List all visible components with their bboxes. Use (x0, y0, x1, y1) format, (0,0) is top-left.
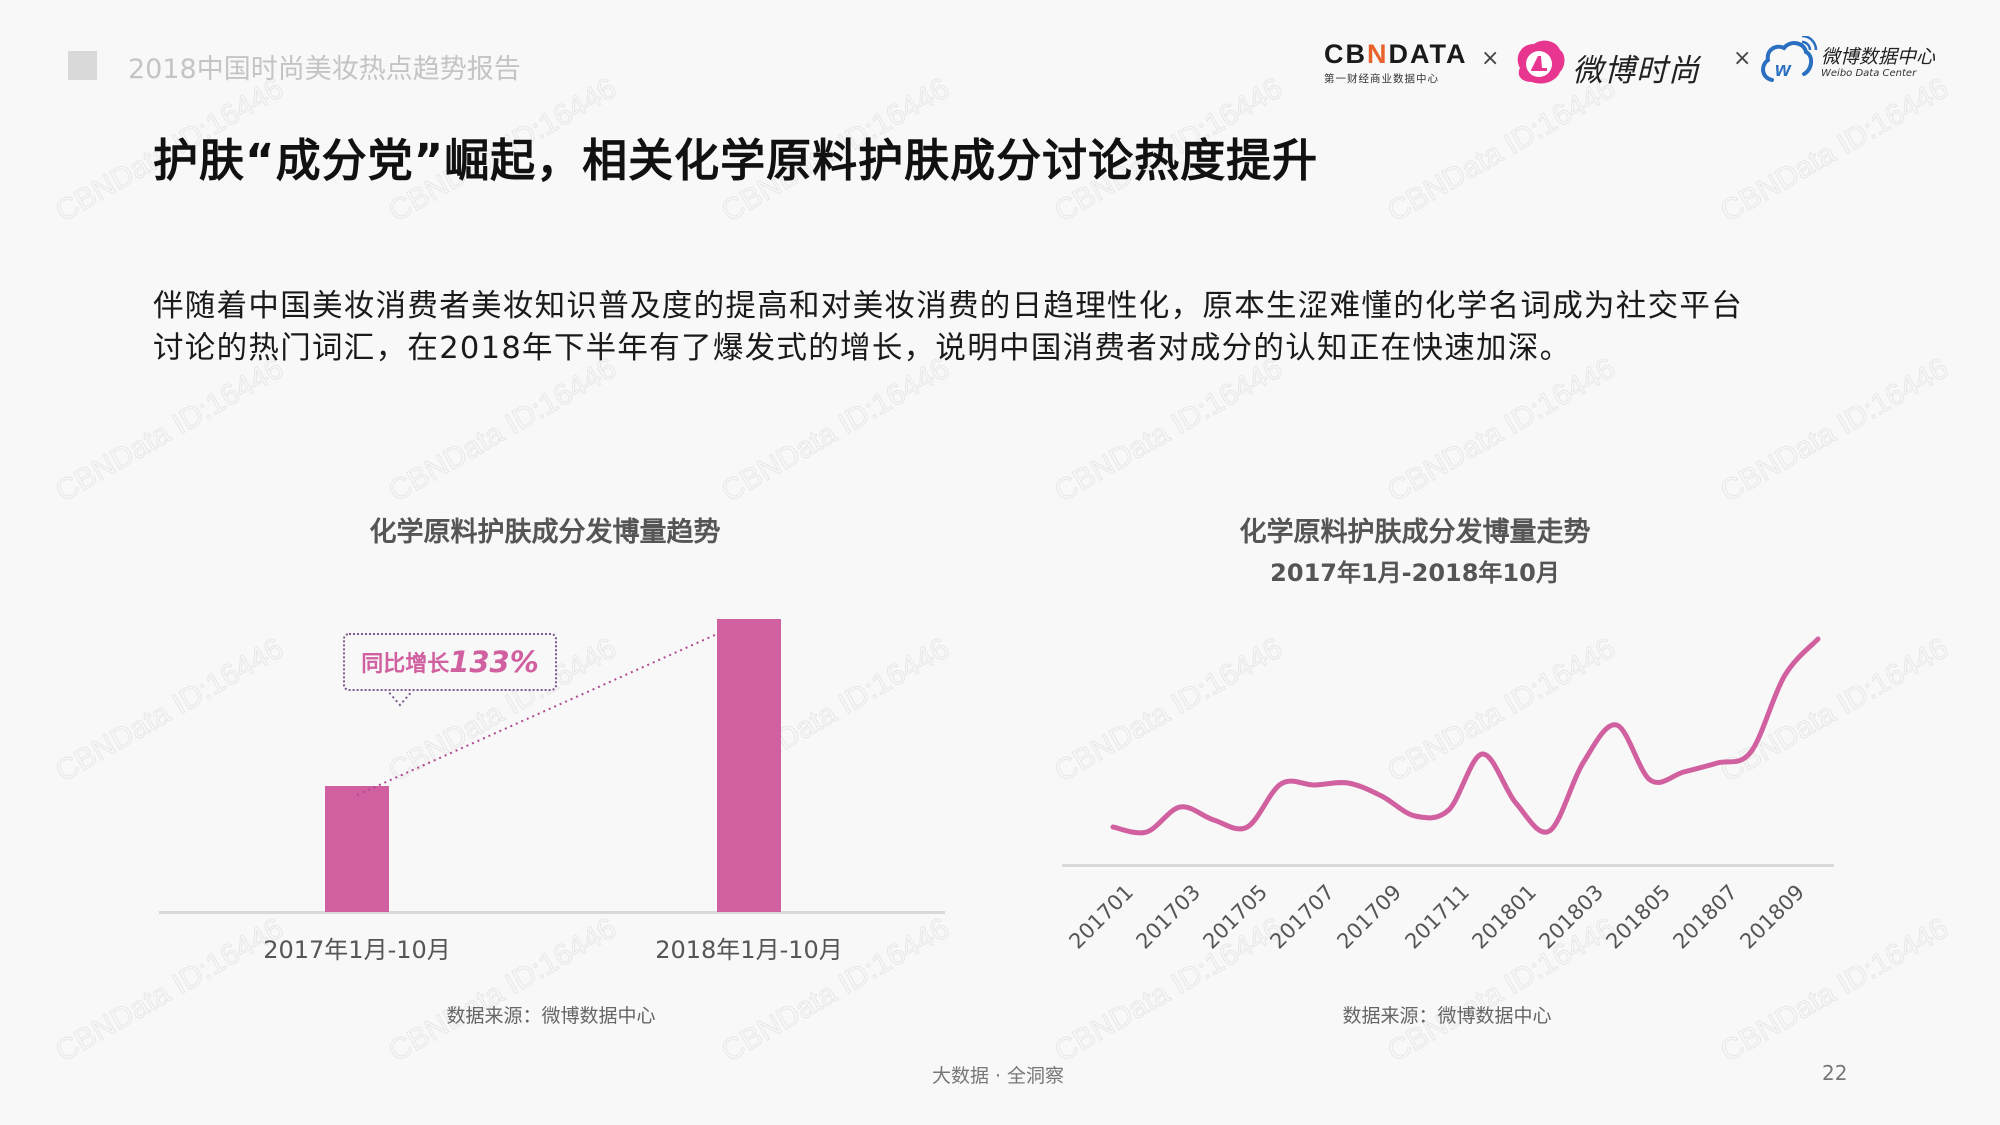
slide-title: 护肤“成分党”崛起，相关化学原料护肤成分讨论热度提升 (153, 134, 1319, 187)
cbndata-word-post: DATA (1388, 39, 1468, 69)
cbndata-wordmark: CBNDATA (1324, 40, 1474, 68)
report-title: 2018中国时尚美妆热点趋势报告 (128, 54, 521, 85)
right-chart-x-axis (1062, 864, 1834, 867)
bar-label-2017: 2017年1月-10月 (263, 936, 451, 964)
weibo-fashion-logo-icon (1512, 38, 1566, 86)
weibo-data-center-en: Weibo Data Center (1821, 68, 1917, 79)
svg-text:w: w (1775, 59, 1792, 81)
right-chart-subtitle: 2017年1月-2018年10月 (1270, 559, 1560, 587)
right-chart-source: 数据来源：微博数据中心 (1342, 1005, 1552, 1027)
logo-separator-2: × (1733, 46, 1752, 71)
growth-callout: 同比增长 133% (343, 633, 557, 691)
weibo-data-center-logo-icon: w (1758, 34, 1818, 86)
cbndata-logo: CBNDATA 第一财经商业数据中心 (1324, 40, 1474, 86)
weibo-data-center-text: 微博数据中心 Weibo Data Center (1821, 46, 1935, 80)
weibo-data-center-cn: 微博数据中心 (1821, 46, 1936, 68)
bar-2018 (717, 619, 781, 912)
slide-paragraph: 伴随着中国美妆消费者美妆知识普及度的提高和对美妆消费的日趋理性化，原本生涩难懂的… (153, 286, 1873, 370)
cbndata-word-pre: CB (1324, 39, 1367, 69)
footer-tagline: 大数据 · 全洞察 (931, 1065, 1065, 1087)
header-marker (68, 51, 97, 80)
bar-label-2018: 2018年1月-10月 (655, 936, 843, 964)
cbndata-subtitle: 第一财经商业数据中心 (1324, 73, 1439, 85)
left-chart-source: 数据来源：微博数据中心 (446, 1005, 656, 1027)
callout-value: 133% (449, 645, 539, 679)
trend-line (1110, 636, 1821, 836)
weibo-fashion-text: 微博时尚 (1572, 53, 1700, 89)
right-chart-title: 化学原料护肤成分发博量走势 (1239, 517, 1591, 548)
left-chart-x-axis (159, 911, 945, 914)
left-chart-title: 化学原料护肤成分发博量趋势 (369, 517, 721, 548)
cbndata-word-n: N (1367, 39, 1389, 69)
callout-label: 同比增长 (361, 652, 450, 677)
bar-2017 (325, 786, 389, 912)
logo-separator: × (1481, 46, 1500, 71)
paragraph-line-1: 伴随着中国美妆消费者美妆知识普及度的提高和对美妆消费的日趋理性化，原本生涩难懂的… (153, 289, 1743, 324)
paragraph-line-2: 讨论的热门词汇，在2018年下半年有了爆发式的增长，说明中国消费者对成分的认知正… (153, 331, 1572, 366)
page-number: 22 (1822, 1061, 1848, 1085)
